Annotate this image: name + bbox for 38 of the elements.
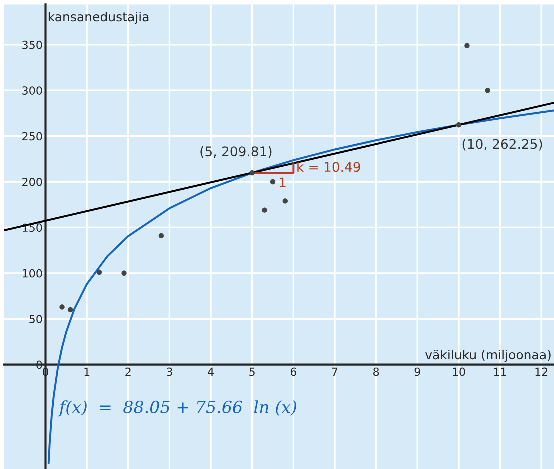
x-tick-label: 3 bbox=[167, 368, 172, 376]
x-tick-label: 9 bbox=[414, 368, 420, 376]
y-tick-label: 50 bbox=[30, 315, 42, 324]
annotation: f(x) = 88.05 + 75.66 ln (x) bbox=[58, 400, 296, 417]
annotation: (5, 209.81) bbox=[200, 146, 272, 158]
annotation: (10, 262.25) bbox=[462, 139, 542, 151]
y-tick-label: 200 bbox=[22, 178, 42, 186]
point bbox=[158, 233, 164, 239]
x-tick-label: 12 bbox=[536, 368, 548, 376]
x-tick-label: 1 bbox=[84, 368, 90, 376]
x-tick-label: 7 bbox=[332, 368, 338, 376]
point bbox=[122, 270, 127, 276]
point bbox=[485, 88, 490, 94]
x-tick-label: 2 bbox=[126, 368, 131, 376]
point bbox=[250, 170, 255, 176]
point bbox=[270, 179, 276, 185]
point bbox=[68, 307, 74, 313]
y-tick-label: 250 bbox=[22, 132, 42, 141]
x-tick-label: 8 bbox=[374, 368, 380, 376]
point bbox=[464, 43, 470, 48]
x-tick-label: 5 bbox=[250, 368, 255, 376]
y-axis-title: kansanedustajia bbox=[48, 12, 149, 24]
x-tick-label: 4 bbox=[208, 368, 214, 376]
annotation: k = 10.49 bbox=[298, 162, 360, 172]
y-tick-label: 350 bbox=[22, 40, 42, 50]
x-tick-label: 11 bbox=[494, 368, 506, 376]
annotation: 1 bbox=[280, 178, 286, 188]
x-tick-label: 6 bbox=[290, 368, 297, 376]
point bbox=[456, 122, 462, 128]
point bbox=[60, 304, 65, 310]
x-tick-label: 10 bbox=[453, 368, 466, 376]
line-series bbox=[48, 110, 554, 464]
point bbox=[262, 208, 268, 213]
y-tick-label: 100 bbox=[22, 269, 42, 278]
x-axis-title: väkiluku (miljoonaa) bbox=[426, 350, 551, 362]
point bbox=[282, 198, 288, 204]
point bbox=[96, 270, 102, 276]
y-tick-label: 300 bbox=[22, 86, 42, 95]
